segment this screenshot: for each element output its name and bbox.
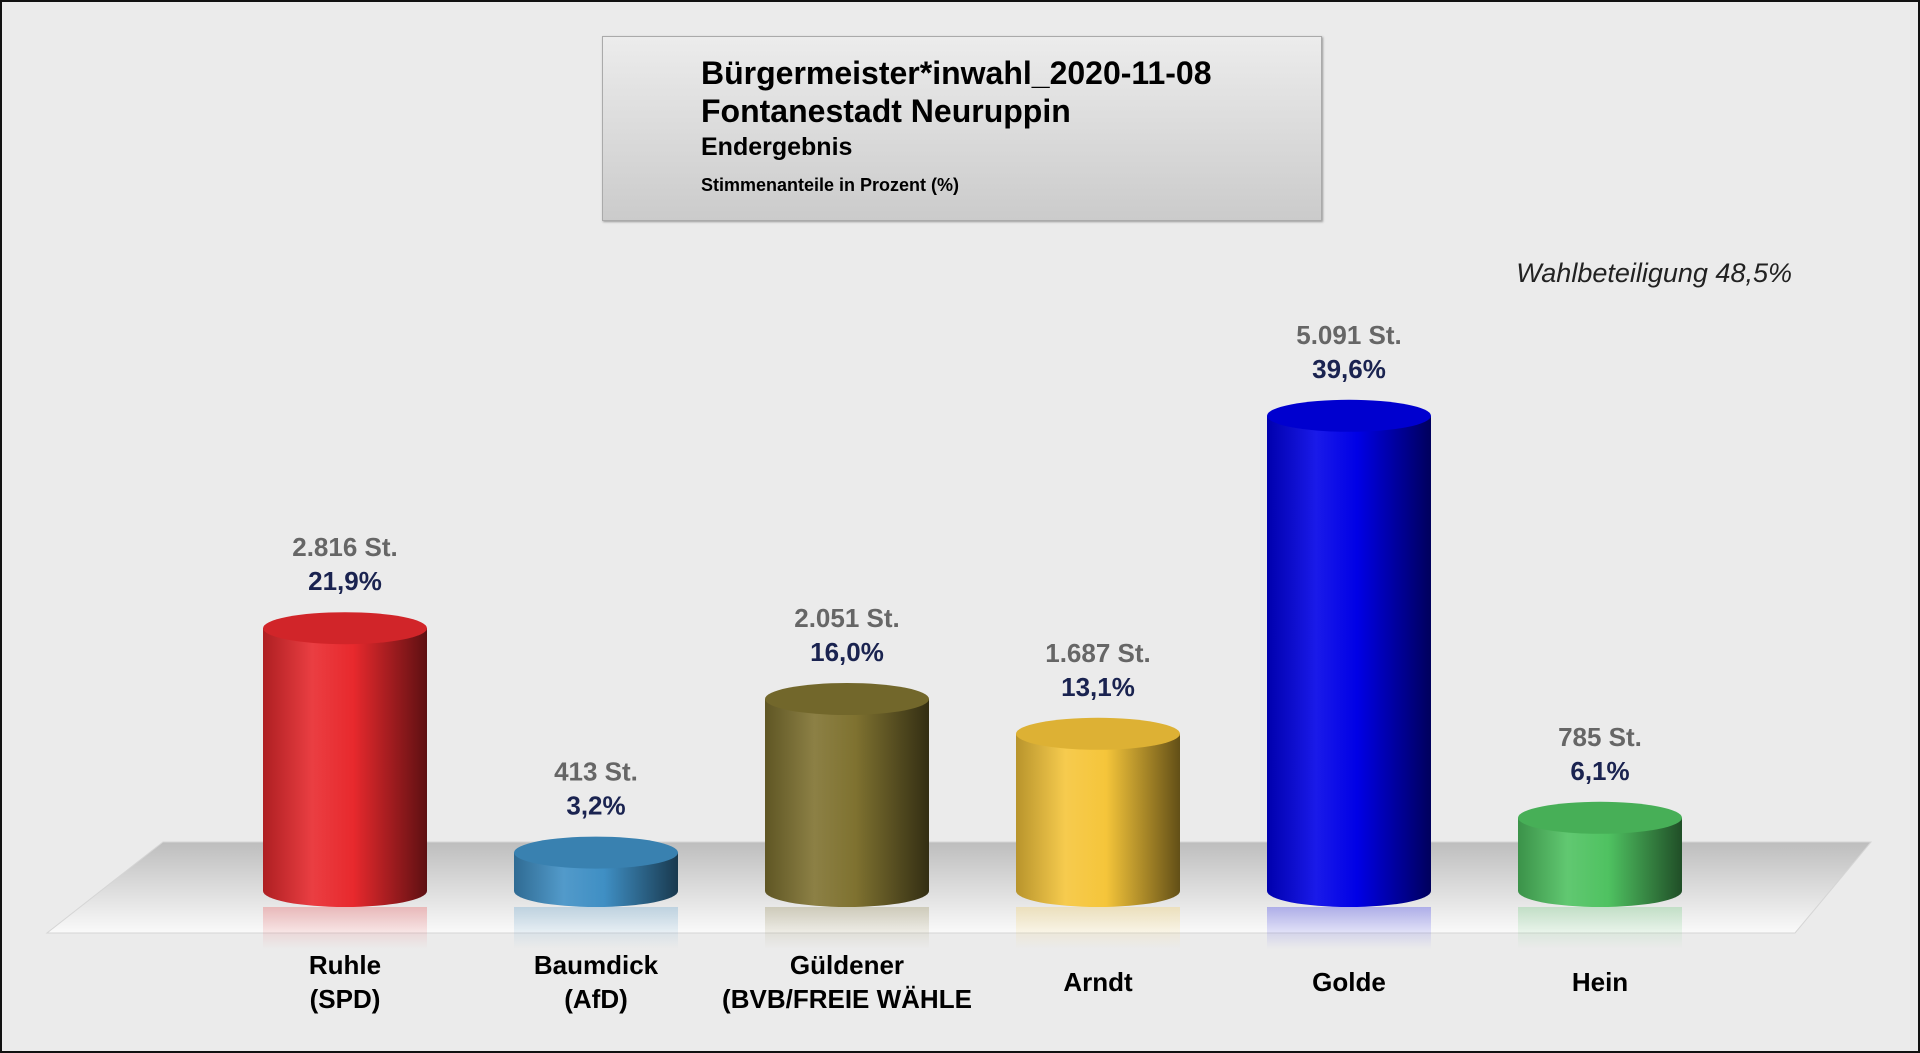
chart-subtitle-result: Endergebnis <box>701 133 853 161</box>
category-label: (SPD) <box>310 984 381 1014</box>
chart-unit-label: Stimmenanteile in Prozent (%) <box>701 175 960 195</box>
bar <box>1267 415 1431 907</box>
bar <box>765 699 929 907</box>
bar-top <box>263 612 427 645</box>
percent-label: 39,6% <box>1312 354 1386 384</box>
category-label: Golde <box>1312 967 1386 997</box>
chart-subtitle: Fontanestadt Neuruppin <box>701 93 1071 129</box>
category-label: Güldener <box>790 950 904 980</box>
percent-label: 21,9% <box>308 566 382 596</box>
vote-label: 785 St. <box>1558 722 1642 752</box>
vote-label: 1.687 St. <box>1045 638 1151 668</box>
percent-label: 6,1% <box>1570 756 1629 786</box>
category-label: (BVB/FREIE WÄHLE <box>722 984 972 1014</box>
vote-label: 2.816 St. <box>292 532 398 562</box>
category-label: (AfD) <box>564 984 628 1014</box>
bar-top <box>1518 801 1682 834</box>
category-label: Ruhle <box>309 950 381 980</box>
bar-reflection <box>514 907 678 949</box>
vote-label: 5.091 St. <box>1296 320 1402 350</box>
bar-reflection <box>263 907 427 949</box>
category-label: Arndt <box>1063 967 1133 997</box>
turnout-annotation: Wahlbeteiligung 48,5% <box>1516 258 1792 288</box>
percent-label: 16,0% <box>810 637 884 667</box>
percent-label: 3,2% <box>566 791 625 821</box>
bar-top <box>1016 717 1180 750</box>
bar-reflection <box>1267 907 1431 949</box>
category-label: Baumdick <box>534 950 659 980</box>
bar <box>263 628 427 907</box>
bar-reflection <box>1518 907 1682 949</box>
vote-label: 2.051 St. <box>794 603 900 633</box>
bar <box>1518 817 1682 907</box>
bar-reflection <box>765 907 929 949</box>
percent-label: 13,1% <box>1061 672 1135 702</box>
category-label: Hein <box>1572 967 1628 997</box>
bar-reflection <box>1016 907 1180 949</box>
title-box: Bürgermeister*inwahl_2020-11-08 Fontanes… <box>602 36 1322 221</box>
bar-top <box>1267 399 1431 432</box>
bar-top <box>765 683 929 715</box>
bar-top <box>514 836 678 869</box>
vote-label: 413 St. <box>554 757 638 787</box>
chart-title: Bürgermeister*inwahl_2020-11-08 <box>701 55 1212 91</box>
bar <box>1016 733 1180 907</box>
